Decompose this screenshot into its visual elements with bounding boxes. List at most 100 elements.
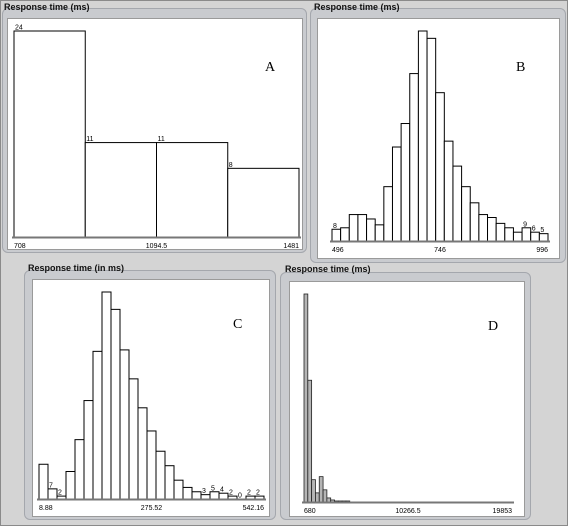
histogram-a: 24 11 11 8 708 1094.5 1481 A bbox=[12, 25, 301, 250]
bar-c-11 bbox=[137, 407, 148, 500]
bar-c-12 bbox=[146, 430, 157, 500]
bar-d-5 bbox=[322, 489, 328, 503]
bar-c-9 bbox=[119, 349, 130, 500]
plot-b: 8 9 6 5 496 746 996 B bbox=[317, 18, 560, 259]
tick-label-d-2: 19853 bbox=[493, 508, 513, 515]
histogram-b: 8 96 5 496 746 996 B bbox=[330, 30, 550, 254]
bar-b-3 bbox=[357, 214, 368, 242]
bar-label-a-2: 11 bbox=[158, 136, 165, 143]
tick-label-a-2: 1481 bbox=[283, 243, 299, 250]
bar-label-c-19: 5 bbox=[211, 485, 215, 492]
bar-c-10 bbox=[128, 378, 139, 500]
panel-letter-d: D bbox=[488, 319, 498, 334]
bar-b-13 bbox=[443, 140, 454, 242]
bar-a-0 bbox=[13, 30, 86, 238]
bar-c-16 bbox=[182, 486, 193, 500]
bar-d-3 bbox=[315, 492, 320, 503]
bar-c-14 bbox=[164, 465, 175, 500]
bar-c-13 bbox=[155, 450, 166, 500]
bar-b-14 bbox=[452, 165, 463, 242]
tick-label-d-0: 680 bbox=[304, 508, 316, 515]
bar-b-22 bbox=[521, 227, 532, 242]
bar-label-a-0: 24 bbox=[15, 25, 23, 32]
tick-label-b-2: 996 bbox=[536, 247, 548, 254]
tick-label-c-1: 275.52 bbox=[141, 505, 163, 512]
tick-label-b-0: 496 bbox=[332, 247, 344, 254]
bar-a-2 bbox=[156, 142, 229, 238]
bar-b-9 bbox=[409, 73, 419, 242]
bar-c-3 bbox=[65, 470, 76, 500]
bar-label-a-1: 11 bbox=[86, 136, 93, 143]
bar-c-4 bbox=[74, 439, 85, 500]
bar-a-1 bbox=[84, 142, 157, 238]
bar-a-3 bbox=[227, 167, 300, 238]
bar-label-c-18: 3 bbox=[202, 488, 206, 495]
panel-d-title: Response time (ms) bbox=[285, 264, 371, 274]
bar-b-19 bbox=[495, 222, 506, 242]
bar-label-c-23: 2 bbox=[247, 490, 251, 497]
bar-label-c-1: 7 bbox=[49, 482, 53, 489]
bar-c-15 bbox=[173, 479, 184, 500]
bar-b-8 bbox=[400, 123, 411, 242]
tick-label-a-1: 1094.5 bbox=[146, 243, 168, 250]
bar-c-0 bbox=[38, 463, 49, 500]
bar-label-c-22: 0 bbox=[238, 493, 242, 500]
panel-letter-b: B bbox=[516, 60, 525, 75]
panel-a-title: Response time (ms) bbox=[4, 2, 90, 12]
bar-label-b-0: 8 bbox=[333, 223, 337, 230]
bar-b-5 bbox=[374, 224, 385, 242]
tick-label-a-0: 708 bbox=[14, 243, 26, 250]
plot-d: 680 10266.5 19853 D bbox=[289, 281, 525, 517]
bar-b-6 bbox=[383, 186, 393, 242]
bar-b-7 bbox=[391, 146, 402, 242]
bar-b-2 bbox=[348, 214, 359, 242]
bar-c-19 bbox=[209, 491, 220, 500]
bar-b-23 bbox=[530, 231, 540, 242]
histogram-c: 72 3 5 4 2 0 2 28.88 275.52 542.16C bbox=[37, 291, 266, 512]
tick-label-c-0: 8.88 bbox=[39, 505, 53, 512]
bar-b-0 bbox=[331, 228, 342, 242]
bar-c-5 bbox=[83, 400, 94, 500]
bar-label-b-24: 5 bbox=[540, 227, 544, 234]
bar-label-b-22: 9 bbox=[523, 221, 527, 228]
bar-b-21 bbox=[512, 231, 523, 242]
bar-b-1 bbox=[340, 227, 350, 242]
bar-label-c-20: 4 bbox=[220, 487, 224, 494]
bar-label-c-2: 2 bbox=[58, 490, 62, 497]
bar-c-7 bbox=[101, 291, 112, 500]
bar-label-b-23: 6 bbox=[532, 226, 536, 233]
bar-b-10 bbox=[417, 30, 428, 242]
bar-b-24 bbox=[538, 233, 549, 242]
bar-c-18 bbox=[200, 494, 211, 500]
panel-letter-c: C bbox=[233, 317, 242, 332]
bar-d-4 bbox=[318, 476, 324, 503]
bar-b-20 bbox=[504, 227, 514, 242]
plot-a: 24 11 11 8 708 1094.5 1481 A bbox=[7, 18, 303, 250]
bar-d-2 bbox=[311, 479, 316, 503]
bar-c-6 bbox=[92, 350, 103, 500]
tick-label-b-1: 746 bbox=[434, 247, 446, 254]
panel-b-title: Response time (ms) bbox=[314, 2, 400, 12]
bar-b-16 bbox=[469, 202, 480, 242]
bar-b-12 bbox=[435, 92, 445, 242]
bar-b-15 bbox=[461, 186, 471, 242]
bar-b-18 bbox=[487, 217, 497, 242]
panel-letter-a: A bbox=[265, 60, 276, 75]
bar-d-6 bbox=[326, 497, 332, 503]
bar-c-1 bbox=[47, 488, 58, 500]
bar-c-8 bbox=[110, 308, 121, 500]
bar-label-c-21: 2 bbox=[229, 490, 233, 497]
tick-label-d-1: 10266.5 bbox=[395, 508, 420, 515]
bar-b-4 bbox=[366, 218, 376, 242]
bar-d-1 bbox=[307, 379, 313, 503]
bar-c-20 bbox=[218, 492, 229, 500]
bar-label-a-3: 8 bbox=[229, 162, 233, 169]
bar-b-11 bbox=[426, 37, 437, 242]
bar-d-0 bbox=[303, 293, 309, 503]
tick-label-c-2: 542.16 bbox=[243, 505, 265, 512]
bar-label-c-24: 2 bbox=[256, 490, 260, 497]
panel-c-title: Response time (in ms) bbox=[28, 263, 125, 273]
bar-c-17 bbox=[191, 491, 202, 500]
bar-b-17 bbox=[478, 214, 489, 242]
histogram-d: 680 10266.5 19853 D bbox=[302, 293, 514, 515]
